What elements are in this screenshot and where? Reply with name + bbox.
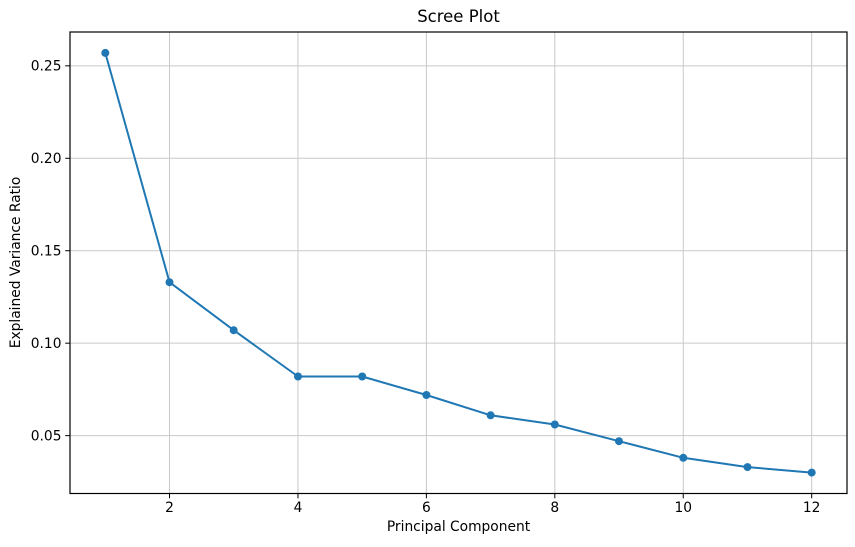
axes-spines (69, 31, 848, 495)
data-point-marker (422, 391, 431, 399)
data-point-marker (229, 326, 238, 335)
x-tick-label: 12 (803, 500, 821, 516)
y-tick-label: 0.20 (31, 151, 62, 167)
y-tick-label: 0.10 (31, 336, 62, 352)
data-point-marker (615, 437, 623, 446)
data-point-marker (165, 278, 174, 287)
y-tick-label: 0.05 (31, 428, 62, 444)
data-point-marker (550, 420, 559, 429)
line-series (101, 48, 816, 477)
data-point-marker (679, 453, 688, 462)
x-tick-label: 4 (294, 500, 303, 516)
data-point-marker (294, 372, 302, 381)
data-point-marker (101, 48, 110, 57)
data-point-marker (358, 372, 367, 381)
tick-label-layer: 2 4 6 8 10 12 0.05 0.10 0.15 0.20 0.25 (31, 59, 821, 516)
x-axis-label: Principal Component (387, 519, 531, 535)
x-tick-label: 6 (422, 500, 431, 516)
y-tick-label: 0.25 (31, 59, 62, 75)
explained-variance-line (104, 51, 813, 474)
data-point-marker (486, 411, 495, 420)
y-tick-label: 0.15 (31, 244, 62, 260)
x-tick-label: 10 (674, 500, 692, 516)
chart-title: Scree Plot (417, 7, 500, 26)
y-axis-label: Explained Variance Ratio (8, 177, 24, 349)
axes-layer (65, 31, 848, 499)
data-point-marker (743, 463, 752, 472)
x-tick-label: 2 (165, 500, 174, 516)
x-tick-label: 8 (550, 500, 559, 516)
grid-layer (70, 32, 847, 494)
data-point-marker (807, 468, 816, 477)
